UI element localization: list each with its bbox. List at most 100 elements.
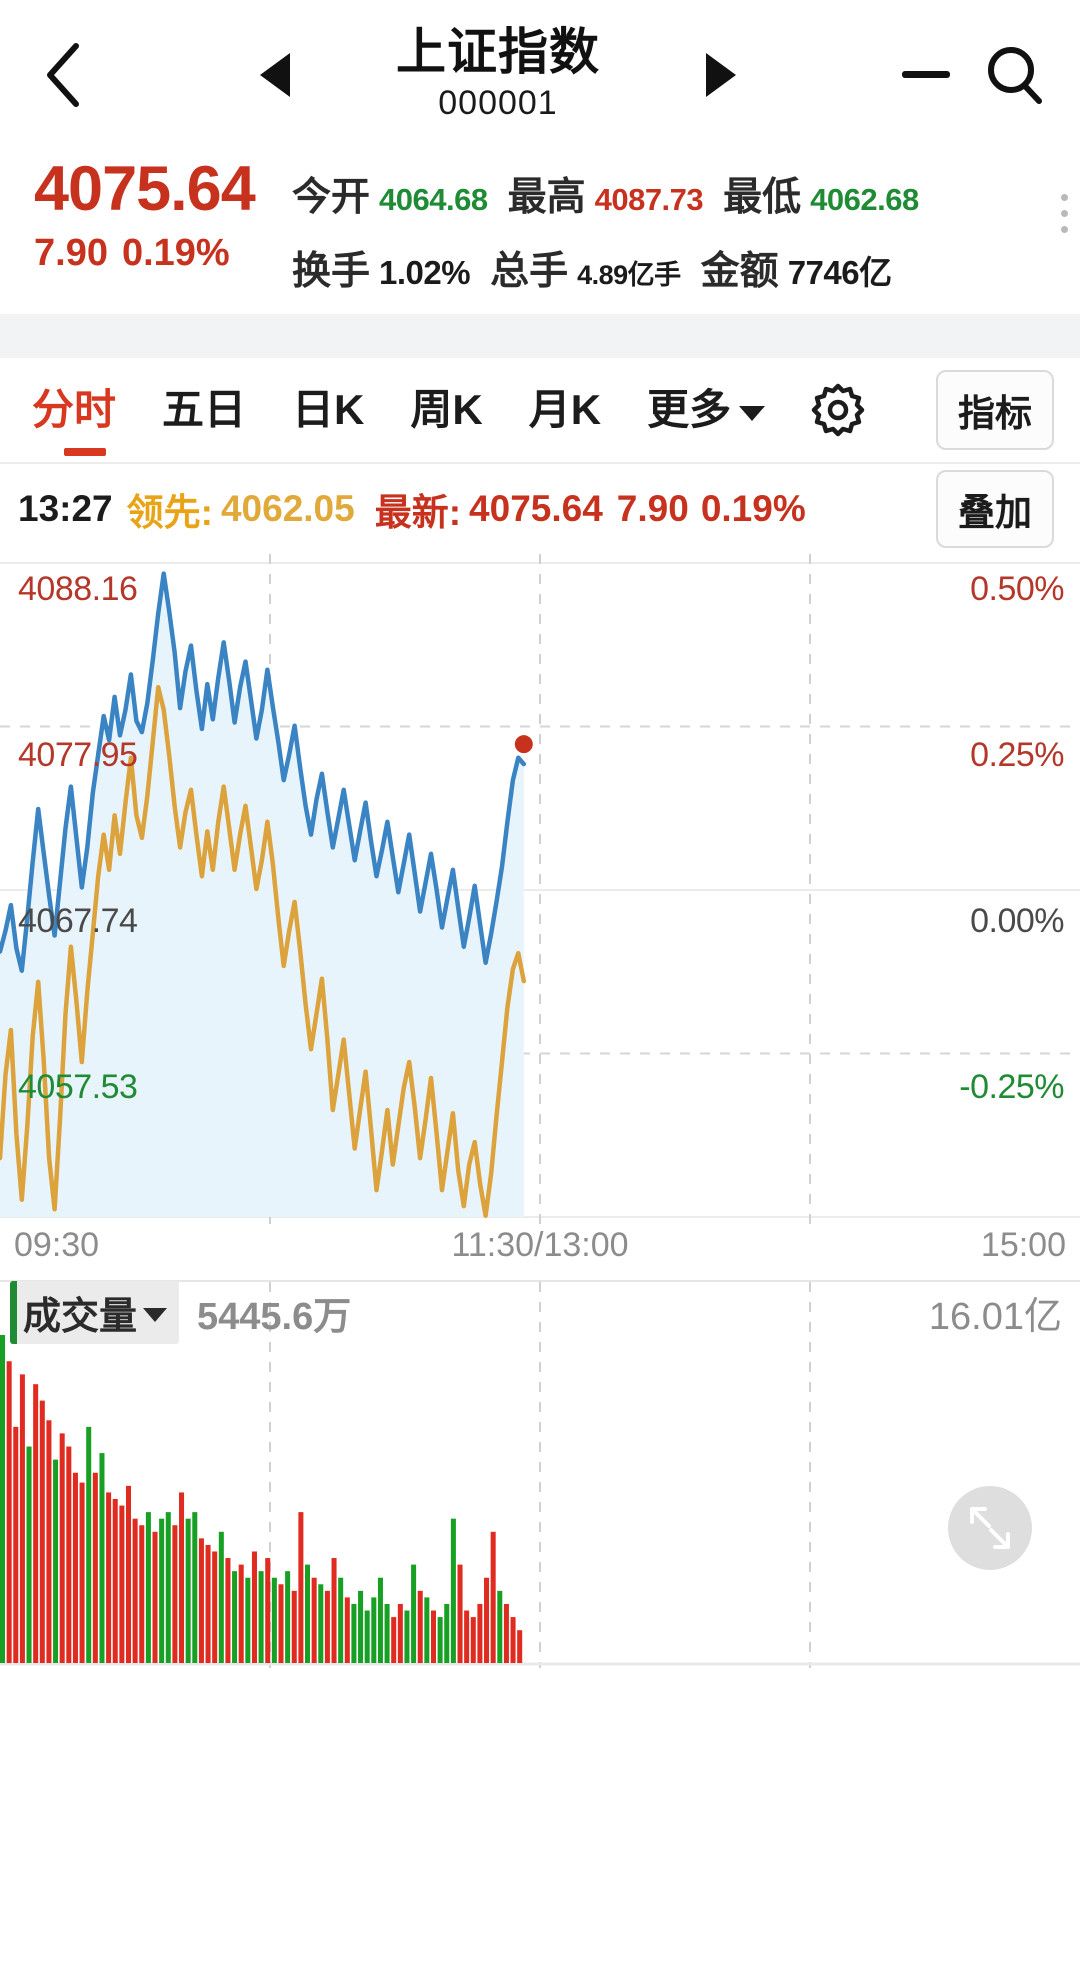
- last-change: 7.90: [616, 488, 689, 529]
- chart-settings-button[interactable]: [788, 382, 888, 438]
- vertical-dots-icon: [1061, 210, 1068, 217]
- chevron-left-icon: [47, 43, 79, 107]
- header-actions: [898, 38, 1052, 112]
- price-change-pct: 0.19%: [121, 232, 230, 275]
- stat-open: 今开 4064.68: [292, 166, 488, 222]
- more-options-button[interactable]: [1061, 194, 1068, 233]
- last-value: 4075.64: [469, 488, 603, 529]
- quote-price-block: 4075.64 7.90 0.19%: [34, 156, 292, 276]
- y-axis-right-tick-1: 0.25%: [970, 736, 1064, 774]
- tab-monthly-k[interactable]: 月K: [506, 358, 624, 462]
- lead-value: 4062.05: [220, 488, 355, 529]
- back-button[interactable]: [28, 30, 98, 120]
- x-axis-tick-0: 09:30: [14, 1226, 100, 1264]
- volume-chart-canvas: [0, 1282, 1080, 1668]
- stat-turnover-label: 换手: [292, 250, 371, 293]
- app-header: 上证指数 000001: [0, 0, 1080, 150]
- y-axis-left-tick-3: 4057.53: [18, 1068, 138, 1106]
- stat-low-label: 最低: [723, 176, 802, 219]
- expand-fullscreen-button[interactable]: [948, 1486, 1032, 1570]
- chevron-down-icon: [739, 405, 766, 421]
- tab-weekly-k-label: 周K: [410, 386, 483, 433]
- triangle-left-icon: [260, 53, 290, 97]
- next-stock-button[interactable]: [692, 40, 748, 110]
- tab-daily-k-label: 日K: [292, 386, 365, 433]
- current-price: 4075.64: [34, 154, 256, 224]
- page-title: 上证指数: [396, 23, 600, 80]
- expand-arrows-icon: [970, 1507, 1010, 1549]
- chart-tabs: 分时 五日 日K 周K 月K 更多 指标: [0, 358, 1080, 462]
- minus-icon: [902, 71, 950, 78]
- stat-amount: 金额 7746亿: [701, 240, 892, 296]
- stat-high-label: 最高: [507, 176, 586, 219]
- title-block: 上证指数 000001: [98, 25, 898, 125]
- volume-chart[interactable]: 成交量 5445.6万 16.01亿: [0, 1280, 1080, 1668]
- overlay-button[interactable]: 叠加: [936, 470, 1054, 548]
- tab-five-day[interactable]: 五日: [139, 358, 269, 462]
- chart-info-bar: 13:27 领先: 4062.05 最新: 4075.64 7.90 0.19%…: [0, 462, 1080, 554]
- triangle-right-icon: [706, 53, 736, 97]
- tab-monthly-k-label: 月K: [528, 386, 602, 433]
- volume-current: 5445.6万: [197, 1295, 352, 1338]
- search-button[interactable]: [978, 38, 1052, 112]
- quote-panel: 4075.64 7.90 0.19% 今开 4064.68 最高 4087.73: [0, 150, 1080, 314]
- y-axis-left-tick-1: 4077.95: [18, 736, 138, 774]
- stats-row-2: 换手 1.02% 总手 4.89亿手 金额 7746亿: [292, 240, 1046, 296]
- stat-high-value: 4087.73: [594, 182, 704, 217]
- volume-header: 成交量 5445.6万 16.01亿: [0, 1280, 1080, 1344]
- stat-low-value: 4062.68: [810, 182, 919, 217]
- lead-label: 领先:: [126, 492, 213, 533]
- x-axis-tick-2: 15:00: [980, 1226, 1066, 1264]
- indicator-button[interactable]: 指标: [936, 370, 1054, 450]
- quote-stats-block: 今开 4064.68 最高 4087.73 最低 4062.68 换手: [292, 166, 1046, 296]
- stat-turnover-value: 1.02%: [379, 254, 471, 291]
- stat-open-value: 4064.68: [379, 182, 488, 217]
- stat-amount-label: 金额: [700, 250, 779, 293]
- tab-fenshi-label: 分时: [32, 386, 117, 433]
- y-axis-right-tick-3: -0.25%: [959, 1068, 1064, 1106]
- titles: 上证指数 000001: [338, 25, 658, 125]
- y-axis-right-tick-0: 0.50%: [970, 570, 1064, 608]
- stat-amount-value: 7746亿: [787, 254, 892, 291]
- gear-icon: [811, 383, 865, 437]
- stat-low: 最低 4062.68: [723, 166, 919, 222]
- price-change-block: 7.90 0.19%: [34, 232, 292, 276]
- tab-more-label: 更多: [647, 386, 732, 433]
- tab-fenshi[interactable]: 分时: [30, 358, 139, 462]
- price-change-abs: 7.90: [34, 232, 108, 275]
- stat-high: 最高 4087.73: [508, 166, 704, 222]
- last-label: 最新:: [374, 492, 462, 533]
- stat-turnover: 换手 1.02%: [292, 240, 471, 296]
- volume-selector[interactable]: 成交量: [10, 1280, 180, 1344]
- prev-stock-button[interactable]: [248, 40, 304, 110]
- x-axis-tick-1: 11:30/13:00: [451, 1226, 629, 1264]
- section-divider: [0, 314, 1080, 358]
- y-axis-left-tick-2: 4067.74: [18, 902, 138, 940]
- stat-open-label: 今开: [292, 176, 371, 219]
- quote-row-main: 4075.64 7.90 0.19% 今开 4064.68 最高 4087.73: [34, 156, 1046, 296]
- y-axis-right-tick-2: 0.00%: [970, 902, 1064, 940]
- tab-weekly-k[interactable]: 周K: [387, 358, 505, 462]
- stat-volume-label: 总手: [490, 250, 569, 293]
- stat-volume: 总手 4.89亿手: [490, 240, 681, 296]
- vertical-dots-icon: [1061, 226, 1068, 233]
- stat-volume-value: 4.89亿手: [577, 260, 681, 290]
- stats-row-1: 今开 4064.68 最高 4087.73 最低 4062.68: [292, 166, 1046, 222]
- y-axis-left-tick-0: 4088.16: [18, 570, 138, 608]
- tab-daily-k[interactable]: 日K: [269, 358, 387, 462]
- x-axis: 09:30 11:30/13:00 15:00: [0, 1226, 1080, 1280]
- chart-time: 13:27: [18, 488, 113, 529]
- stock-code: 000001: [438, 83, 558, 122]
- price-chart[interactable]: 4088.16 4077.95 4067.74 4057.53 4047.32 …: [0, 554, 1080, 1272]
- vertical-dots-icon: [1061, 194, 1068, 201]
- last-change-pct: 0.19%: [700, 488, 806, 529]
- tab-more[interactable]: 更多: [624, 358, 788, 462]
- caret-down-icon: [143, 1308, 168, 1322]
- volume-label: 成交量: [23, 1295, 138, 1338]
- volume-max: 16.01亿: [928, 1295, 1062, 1338]
- search-icon: [988, 47, 1042, 104]
- price-chart-canvas: [0, 554, 1080, 1226]
- tab-five-day-label: 五日: [162, 386, 247, 433]
- minimize-button[interactable]: [898, 40, 954, 110]
